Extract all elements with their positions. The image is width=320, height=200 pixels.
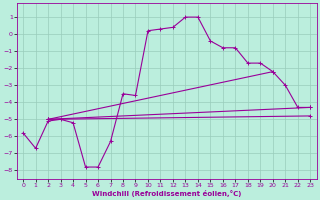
X-axis label: Windchill (Refroidissement éolien,°C): Windchill (Refroidissement éolien,°C) [92,190,241,197]
